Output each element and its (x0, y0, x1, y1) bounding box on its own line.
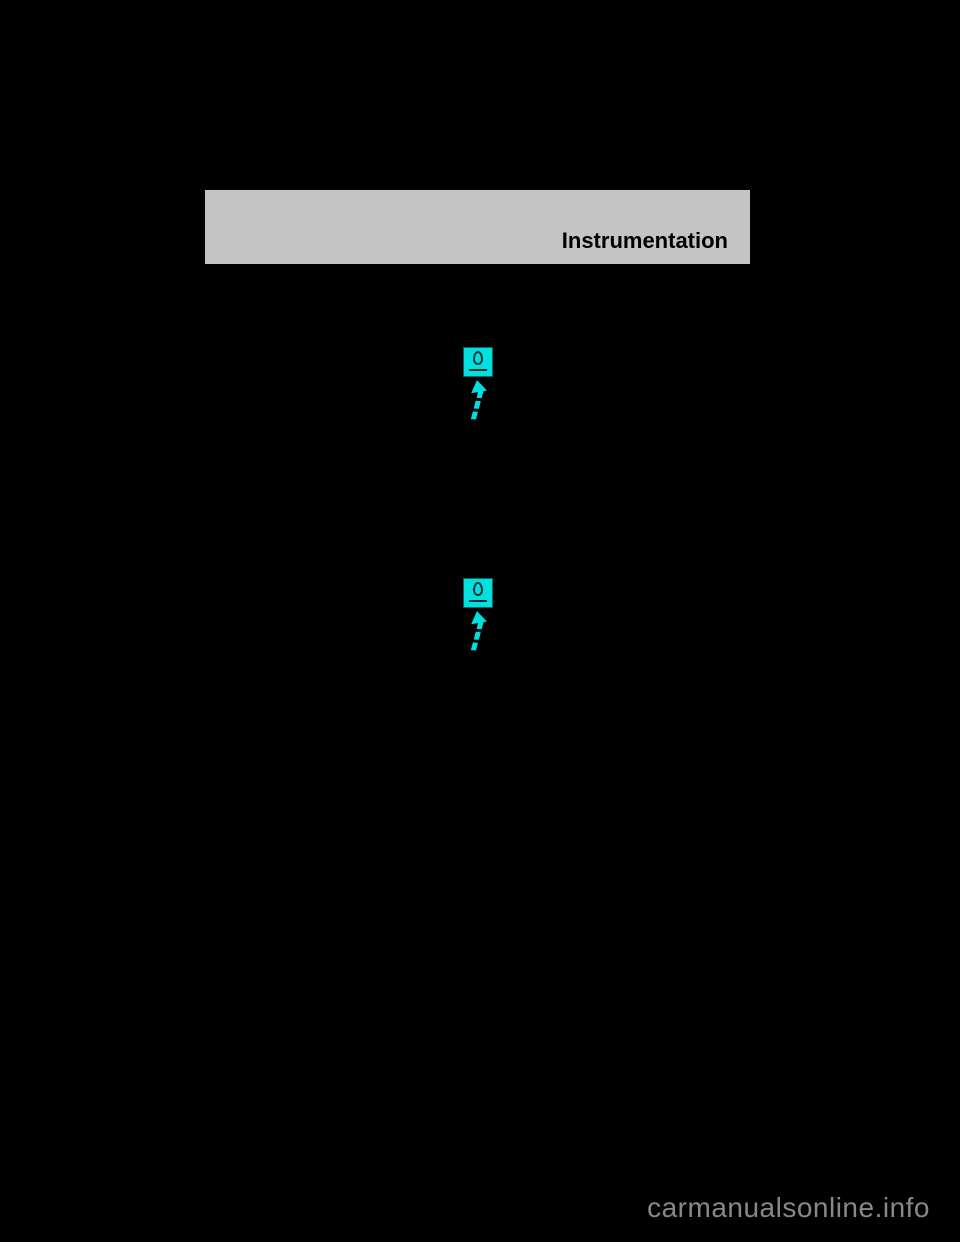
oil-indicator-icon-block-1 (205, 347, 750, 418)
oil-indicator-icon-block-2 (205, 578, 750, 649)
arrow-stem (471, 390, 484, 419)
arrow-stem (471, 621, 484, 650)
header-bar: Instrumentation (205, 190, 750, 264)
page-content (205, 264, 750, 649)
watermark-text: carmanualsonline.info (647, 1192, 930, 1224)
oil-drop-icon (469, 351, 487, 373)
oil-indicator-icon (463, 347, 493, 377)
header-title: Instrumentation (562, 228, 728, 254)
oil-indicator-icon (463, 578, 493, 608)
document-page: Instrumentation (205, 190, 750, 1090)
oil-drop-icon (469, 582, 487, 604)
